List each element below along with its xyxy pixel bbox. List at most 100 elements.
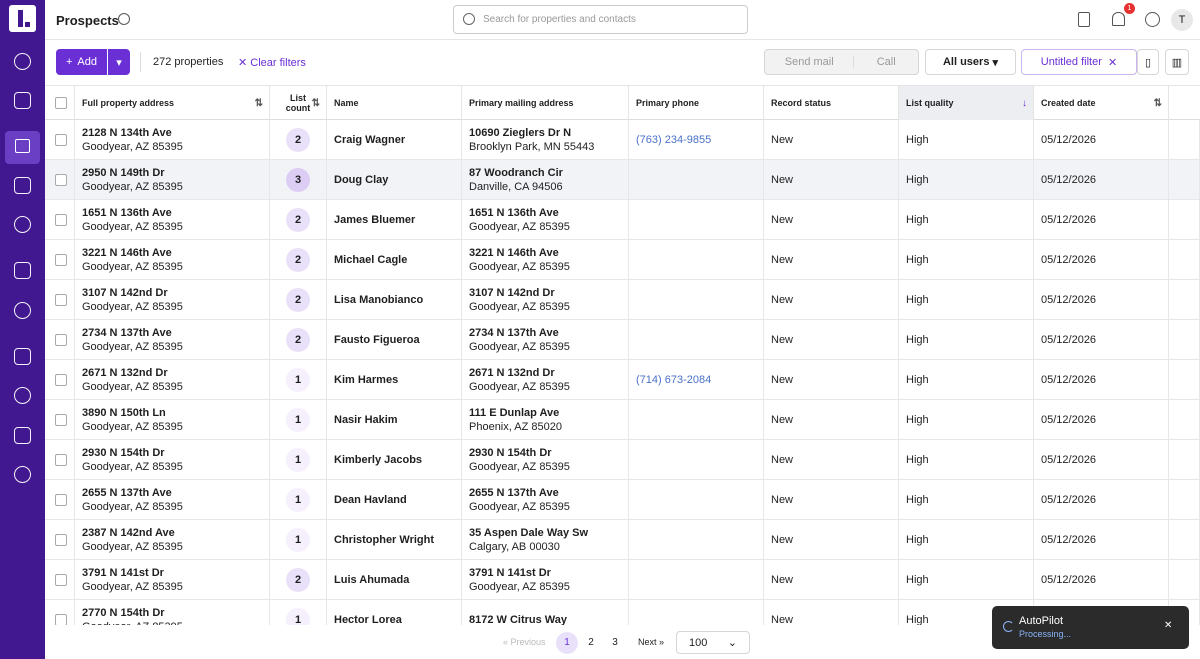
call[interactable]: Call bbox=[876, 56, 896, 68]
nav-icon[interactable] bbox=[14, 216, 31, 233]
bell-icon[interactable] bbox=[1112, 12, 1125, 26]
table-row[interactable]: 2950 N 149th Dr Goodyear, AZ 85395 3 Doug C… bbox=[45, 160, 1200, 200]
row-checkbox[interactable] bbox=[55, 214, 67, 226]
table-cell: High bbox=[899, 200, 1034, 240]
nav-icon[interactable] bbox=[14, 302, 31, 319]
help-icon[interactable] bbox=[1145, 12, 1160, 27]
nav-icon[interactable] bbox=[14, 92, 31, 109]
nav-icon[interactable] bbox=[14, 177, 31, 194]
row-checkbox[interactable] bbox=[55, 534, 67, 546]
table-row[interactable]: 2655 N 137th Ave Goodyear, AZ 85395 1 Dean … bbox=[45, 480, 1200, 520]
nav-icon[interactable] bbox=[14, 53, 31, 70]
users-dropdown[interactable]: All users ▾ bbox=[925, 49, 1016, 75]
contact-name[interactable]: Michael Cagle bbox=[334, 254, 408, 266]
table-cell: New bbox=[764, 600, 899, 625]
phone[interactable]: (763) 234-9855 bbox=[636, 134, 712, 146]
per-page[interactable]: 100 ⌄ bbox=[676, 631, 750, 654]
table-row[interactable]: 3890 N 150th Ln Goodyear, AZ 85395 1 Nasir … bbox=[45, 400, 1200, 440]
table-row[interactable]: 3107 N 142nd Dr Goodyear, AZ 85395 2 Lisa M… bbox=[45, 280, 1200, 320]
phone[interactable]: (714) 673-2084 bbox=[636, 374, 712, 386]
nav-icon[interactable] bbox=[14, 427, 31, 444]
row-checkbox[interactable] bbox=[55, 174, 67, 186]
contact-name[interactable]: Doug Clay bbox=[334, 174, 389, 186]
table-row[interactable]: 2930 N 154th Dr Goodyear, AZ 85395 1 Kimber… bbox=[45, 440, 1200, 480]
table-row[interactable]: 2128 N 134th Ave Goodyear, AZ 85395 2 Craig… bbox=[45, 120, 1200, 160]
table-row[interactable]: 2387 N 142nd Ave Goodyear, AZ 85395 1 Chris… bbox=[45, 520, 1200, 560]
table-cell: High bbox=[899, 280, 1034, 320]
line-2: Goodyear, AZ 85395 bbox=[82, 381, 183, 393]
table-cell: 1651 N 136th Ave Goodyear, AZ 85395 bbox=[462, 200, 629, 240]
search-box[interactable]: Search for properties and contacts bbox=[453, 5, 748, 34]
column-header: Created date ⇅ bbox=[1034, 86, 1169, 120]
table-cell bbox=[629, 440, 764, 480]
line-1: 1651 N 136th Ave bbox=[469, 207, 559, 219]
page-number[interactable]: 2 bbox=[588, 637, 594, 648]
line-1: 2734 N 137th Ave bbox=[469, 327, 559, 339]
contact-name[interactable]: Kim Harmes bbox=[334, 374, 399, 386]
contact-name[interactable]: Craig Wagner bbox=[334, 134, 406, 146]
table-row[interactable]: 2671 N 132nd Dr Goodyear, AZ 85395 1 Kim Ha… bbox=[45, 360, 1200, 400]
row-checkbox[interactable] bbox=[55, 614, 67, 625]
sort-icon[interactable]: ↓ bbox=[1022, 97, 1027, 109]
sort-icon[interactable]: ⇅ bbox=[311, 97, 320, 109]
row-checkbox[interactable] bbox=[55, 254, 67, 266]
clipboard-icon[interactable] bbox=[1078, 12, 1090, 27]
table-cell: High bbox=[899, 360, 1034, 400]
row-checkbox[interactable] bbox=[55, 574, 67, 586]
send-mail[interactable]: Send mail bbox=[765, 56, 855, 68]
clear-filters[interactable]: ✕ Clear filters bbox=[238, 57, 306, 69]
table-cell: High bbox=[899, 240, 1034, 280]
contact-name[interactable]: Luis Ahumada bbox=[334, 574, 410, 586]
nav-icon[interactable] bbox=[15, 139, 30, 153]
toast-close[interactable]: ✕ bbox=[1164, 620, 1173, 631]
add-button[interactable]: + Add bbox=[56, 49, 107, 75]
contact-name[interactable]: Kimberly Jacobs bbox=[334, 454, 423, 466]
contact-name[interactable]: Nasir Hakim bbox=[334, 414, 398, 426]
row-checkbox[interactable] bbox=[55, 134, 67, 146]
row-checkbox[interactable] bbox=[55, 374, 67, 386]
row-checkbox[interactable] bbox=[55, 494, 67, 506]
nav-icon[interactable] bbox=[14, 262, 31, 279]
info-icon[interactable] bbox=[118, 13, 130, 25]
row-checkbox[interactable] bbox=[55, 294, 67, 306]
table-cell bbox=[1169, 120, 1200, 160]
next[interactable]: Next » bbox=[638, 637, 665, 647]
table-cell: Kimberly Jacobs bbox=[327, 440, 462, 480]
table-cell: 1651 N 136th Ave Goodyear, AZ 85395 bbox=[75, 200, 270, 240]
contact-name[interactable]: Hector Lorea bbox=[334, 614, 402, 625]
table-row[interactable]: 3791 N 141st Dr Goodyear, AZ 85395 2 Luis A… bbox=[45, 560, 1200, 600]
columns-button[interactable]: ▥ bbox=[1165, 49, 1189, 75]
table-row[interactable]: 3221 N 146th Ave Goodyear, AZ 85395 2 Micha… bbox=[45, 240, 1200, 280]
bookmark-button[interactable]: ▯ bbox=[1137, 49, 1159, 75]
contact-name[interactable]: Christopher Wright bbox=[334, 534, 435, 546]
list-quality: High bbox=[906, 534, 929, 546]
previous[interactable]: « Previous bbox=[503, 637, 546, 647]
record-status: New bbox=[771, 294, 794, 306]
nav-active[interactable] bbox=[5, 131, 40, 164]
table-row[interactable]: 2734 N 137th Ave Goodyear, AZ 85395 2 Faust… bbox=[45, 320, 1200, 360]
nav-icon[interactable] bbox=[14, 348, 31, 365]
row-checkbox[interactable] bbox=[55, 454, 67, 466]
contact-name[interactable]: Dean Havland bbox=[334, 494, 407, 506]
avatar[interactable]: T bbox=[1171, 9, 1193, 31]
contact-name[interactable]: James Bluemer bbox=[334, 214, 416, 226]
table-cell: 2 bbox=[270, 560, 327, 600]
nav-icon[interactable] bbox=[14, 387, 31, 404]
row-checkbox[interactable] bbox=[55, 334, 67, 346]
add-dropdown[interactable]: ▾ bbox=[108, 49, 130, 75]
page-number[interactable]: 3 bbox=[612, 637, 618, 648]
row-checkbox[interactable] bbox=[55, 414, 67, 426]
contact-name[interactable]: Fausto Figueroa bbox=[334, 334, 420, 346]
table-cell: 10690 Zieglers Dr N Brooklyn Park, MN 554… bbox=[462, 120, 629, 160]
page-number[interactable]: 1 bbox=[556, 632, 578, 654]
table-row[interactable]: 1651 N 136th Ave Goodyear, AZ 85395 2 James… bbox=[45, 200, 1200, 240]
nav-icon[interactable] bbox=[14, 466, 31, 483]
record-status: New bbox=[771, 614, 794, 625]
contact-name[interactable]: Lisa Manobianco bbox=[334, 294, 424, 306]
sort-icon[interactable]: ⇅ bbox=[254, 97, 263, 109]
logo[interactable] bbox=[9, 5, 36, 32]
filter-button[interactable]: Untitled filter ✕ bbox=[1021, 49, 1137, 75]
sort-icon[interactable]: ⇅ bbox=[1153, 97, 1162, 109]
